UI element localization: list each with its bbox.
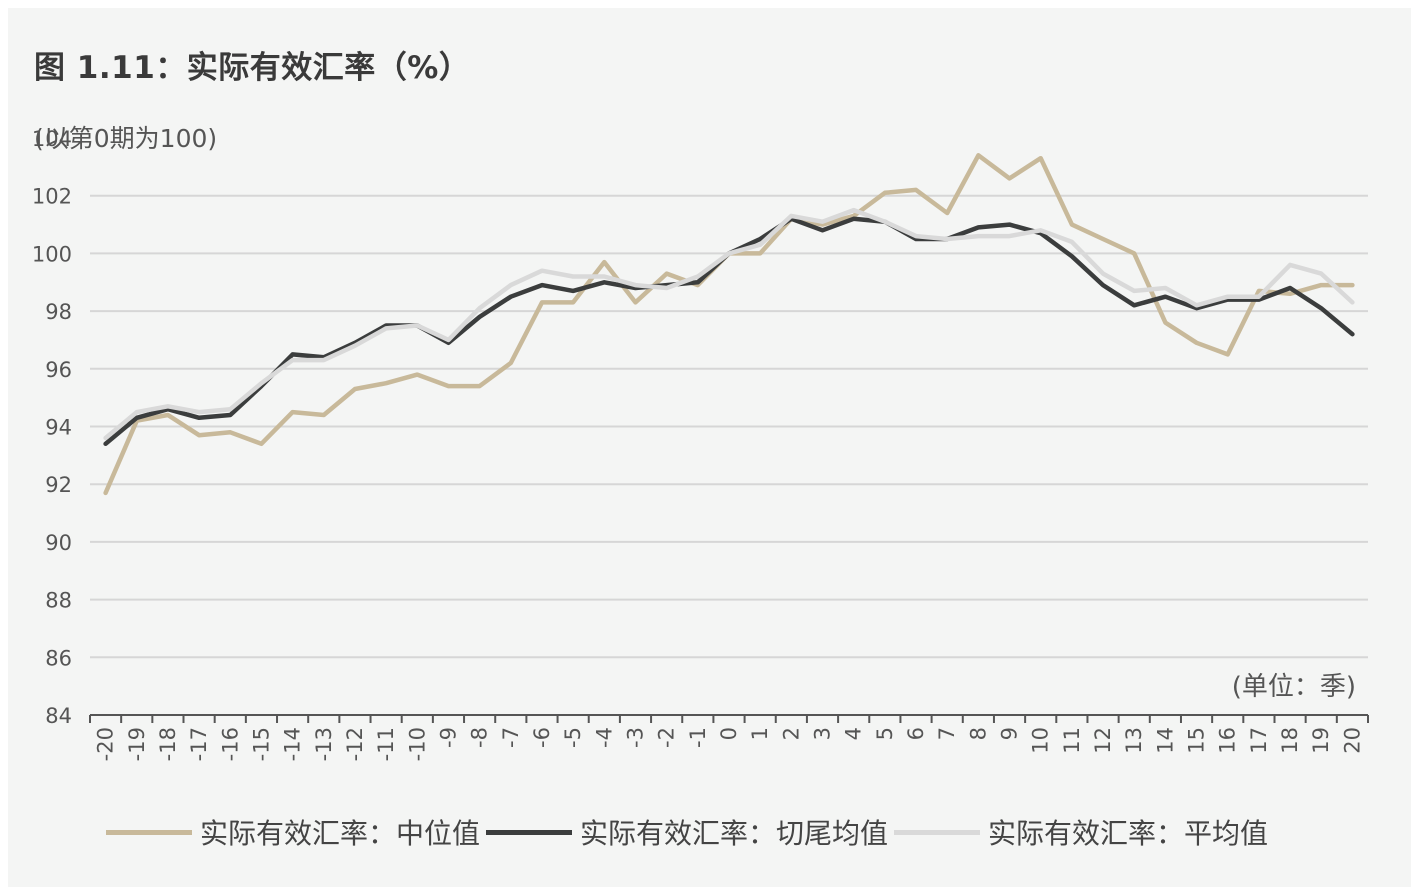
legend-label-trimmed-mean: 实际有效汇率：切尾均值: [580, 817, 889, 850]
x-axis: -20 -19 -18 -17 -16 -15 -14 -13 -12 -11 -10 -9 -8 -7-…: [89, 714, 1369, 761]
x-tick-label: 0: [717, 727, 741, 740]
x-tick-label: -17: [187, 727, 211, 761]
x-tick-label: -8: [468, 727, 492, 748]
y-axis-label: (以第0期为100): [34, 124, 217, 153]
x-tick-label: 20: [1340, 727, 1364, 754]
x-tick-label: -18: [156, 727, 180, 761]
x-unit-label: (单位：季): [1232, 672, 1356, 702]
x-tick-label: -2: [655, 727, 679, 748]
legend-swatch-trimmed-mean: [486, 829, 573, 835]
x-tick-label: -20: [94, 727, 118, 761]
x-tick-label: 10: [1029, 727, 1053, 754]
y-tick-label: 98: [45, 300, 72, 324]
x-tick-label: -4: [592, 727, 616, 748]
x-tick-label: -1: [686, 727, 710, 748]
y-tick-label: 104: [32, 127, 72, 151]
x-tick-label: 8: [966, 727, 990, 740]
legend-swatch-median: [106, 829, 192, 835]
legend-item-mean: 实际有效汇率：平均值: [894, 812, 1268, 852]
x-tick-label: 6: [904, 727, 928, 740]
x-tick-label: -15: [249, 727, 273, 761]
x-tick-label: -13: [312, 727, 336, 761]
x-tick-label: 5: [873, 727, 897, 740]
x-tick-label: -3: [624, 727, 648, 748]
y-tick-label: 94: [45, 416, 72, 440]
x-tick-label: -10: [405, 727, 429, 761]
x-tick-label: -19: [125, 727, 149, 761]
x-tick-label: 14: [1153, 727, 1177, 754]
x-tick-label: -6: [530, 727, 554, 748]
legend-item-median: 实际有效汇率：中位值: [106, 812, 480, 852]
y-tick-label: 100: [32, 242, 72, 266]
y-tick-labels: 84 86 88 90 92 94 96 98 100 102 104: [32, 127, 72, 728]
y-tick-label: 92: [45, 473, 72, 497]
y-tick-label: 88: [45, 589, 72, 613]
x-tick-label: 15: [1185, 727, 1209, 754]
y-tick-label: 86: [45, 646, 72, 670]
grid-lines: [90, 194, 1368, 659]
x-tick-label: 9: [998, 727, 1022, 740]
y-tick-label: 102: [32, 185, 72, 209]
series-lines: [103, 153, 1355, 496]
x-tick-label: 7: [935, 727, 959, 740]
x-tick-label: 11: [1060, 727, 1084, 754]
x-tick-label: 17: [1247, 727, 1271, 754]
x-tick-label: 18: [1278, 727, 1302, 754]
x-tick-label: -16: [218, 727, 242, 761]
legend-item-trimmed-mean: 实际有效汇率：切尾均值: [486, 812, 888, 852]
x-tick-label: 19: [1309, 727, 1333, 754]
legend: 实际有效汇率：中位值 实际有效汇率：切尾均值 实际有效汇率：平均值: [106, 812, 1274, 852]
series-line-0: [103, 153, 1355, 496]
x-tick-label: -12: [343, 727, 367, 761]
legend-label-median: 实际有效汇率：中位值: [200, 817, 481, 850]
x-tick-label: 12: [1091, 727, 1115, 754]
legend-label-mean: 实际有效汇率：平均值: [988, 817, 1269, 850]
legend-swatch-mean: [894, 829, 981, 835]
x-tick-label: -11: [374, 727, 398, 761]
x-tick-label: -9: [437, 727, 461, 748]
y-tick-label: 84: [45, 704, 72, 728]
x-tick-label: 16: [1216, 727, 1240, 754]
x-tick-label: -5: [561, 727, 585, 748]
x-tick-label: 1: [748, 727, 772, 740]
chart-title: 图 1.11：实际有效汇率（%）: [34, 50, 471, 86]
series-line-2: [103, 207, 1355, 441]
x-tick-label: -7: [499, 727, 523, 748]
x-tick-label: 2: [779, 727, 803, 740]
y-tick-label: 96: [45, 358, 72, 382]
chart-panel: [8, 8, 1411, 887]
x-tick-label: -14: [281, 727, 305, 761]
y-tick-label: 90: [45, 531, 72, 555]
x-tick-label: 4: [842, 727, 866, 740]
x-tick-label: 13: [1122, 727, 1146, 754]
x-tick-label: 3: [811, 727, 835, 740]
